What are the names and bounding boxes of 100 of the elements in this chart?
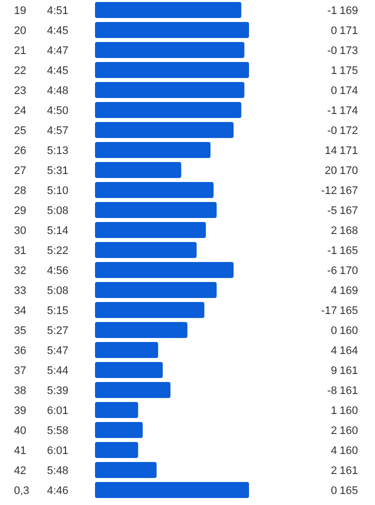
text: -1 bbox=[327, 244, 337, 257]
text: 6:01 bbox=[47, 404, 68, 417]
bar bbox=[95, 362, 163, 378]
bar bbox=[95, 282, 217, 298]
text: 160 bbox=[340, 424, 358, 437]
bar bbox=[95, 22, 249, 38]
text: 4:47 bbox=[47, 44, 68, 57]
y-tick-label: 31 bbox=[14, 244, 26, 257]
y-tick-label: 26 bbox=[14, 144, 26, 157]
text: 168 bbox=[340, 224, 358, 237]
text: 170 bbox=[340, 264, 358, 277]
text: 171 bbox=[340, 144, 358, 157]
text: 5:48 bbox=[47, 464, 68, 477]
y-tick-label: 20 bbox=[14, 24, 26, 37]
y-tick-label: 39 bbox=[14, 404, 26, 417]
y-tick-label: 41 bbox=[14, 444, 26, 457]
text: 2 bbox=[330, 424, 337, 437]
text: 5:13 bbox=[47, 144, 68, 157]
text: 4:57 bbox=[47, 124, 68, 137]
text: 167 bbox=[340, 204, 358, 217]
text: 5:47 bbox=[47, 344, 68, 357]
text: 5:08 bbox=[47, 284, 68, 297]
text: 173 bbox=[340, 44, 358, 57]
text: 2 bbox=[330, 464, 337, 477]
y-tick-label: 37 bbox=[14, 364, 26, 377]
y-tick-label: 34 bbox=[14, 304, 26, 317]
text: -0 bbox=[327, 124, 337, 137]
y-tick-label: 42 bbox=[14, 464, 26, 477]
text: 14 bbox=[324, 144, 337, 157]
y-tick-label: 35 bbox=[14, 324, 26, 337]
text: 6:01 bbox=[47, 444, 68, 457]
bar bbox=[95, 462, 157, 478]
text: 5:08 bbox=[47, 204, 68, 217]
text: 160 bbox=[340, 324, 358, 337]
text: 174 bbox=[340, 104, 358, 117]
text: 5:31 bbox=[47, 164, 68, 177]
text: 4:45 bbox=[47, 24, 68, 37]
text: 4 bbox=[330, 284, 337, 297]
text: -5 bbox=[327, 204, 337, 217]
y-tick-label: 32 bbox=[14, 264, 26, 277]
text: -1 bbox=[327, 104, 337, 117]
y-tick-label: 0,3 bbox=[14, 484, 30, 497]
bar bbox=[95, 102, 242, 118]
text: 0 bbox=[330, 24, 337, 37]
bar bbox=[95, 42, 244, 58]
text: 5:10 bbox=[47, 184, 68, 197]
text: 161 bbox=[340, 384, 358, 397]
text: -6 bbox=[327, 264, 337, 277]
text: -1 bbox=[327, 4, 337, 17]
text: 169 bbox=[340, 284, 358, 297]
text: 5:44 bbox=[47, 364, 68, 377]
text: 2 bbox=[330, 224, 337, 237]
text: 161 bbox=[340, 464, 358, 477]
text: 167 bbox=[340, 184, 358, 197]
text: 5:22 bbox=[47, 244, 68, 257]
y-tick-label: 30 bbox=[14, 224, 26, 237]
y-tick-label: 28 bbox=[14, 184, 26, 197]
text: 174 bbox=[340, 84, 358, 97]
y-tick-label: 21 bbox=[14, 44, 26, 57]
y-tick-label: 36 bbox=[14, 344, 26, 357]
y-tick-label: 40 bbox=[14, 424, 26, 437]
text: 164 bbox=[340, 344, 358, 357]
y-tick-label: 22 bbox=[14, 64, 26, 77]
bar bbox=[95, 222, 206, 238]
text: 160 bbox=[340, 444, 358, 457]
text: 165 bbox=[340, 244, 358, 257]
bar bbox=[95, 242, 197, 258]
text: 169 bbox=[340, 4, 358, 17]
text: 4:45 bbox=[47, 64, 68, 77]
text: 5:58 bbox=[47, 424, 68, 437]
text: 20 bbox=[324, 164, 337, 177]
bar bbox=[95, 122, 234, 138]
bar bbox=[95, 82, 244, 98]
text: 160 bbox=[340, 404, 358, 417]
text: -17 bbox=[321, 304, 337, 317]
text: 171 bbox=[340, 24, 358, 37]
y-tick-label: 23 bbox=[14, 84, 26, 97]
bar bbox=[95, 322, 188, 338]
text: -12 bbox=[321, 184, 337, 197]
text: 172 bbox=[340, 124, 358, 137]
text: 4:56 bbox=[47, 264, 68, 277]
text: 0 bbox=[330, 84, 337, 97]
y-tick-label: 29 bbox=[14, 204, 26, 217]
text: 5:15 bbox=[47, 304, 68, 317]
bar bbox=[95, 62, 249, 78]
text: 4 bbox=[330, 344, 337, 357]
bar bbox=[95, 382, 170, 398]
text: 4:48 bbox=[47, 84, 68, 97]
text: 9 bbox=[330, 364, 337, 377]
text: 175 bbox=[340, 64, 358, 77]
text: 4:51 bbox=[47, 4, 68, 17]
y-tick-label: 38 bbox=[14, 384, 26, 397]
text: 161 bbox=[340, 364, 358, 377]
text: -8 bbox=[327, 384, 337, 397]
text: 4:50 bbox=[47, 104, 68, 117]
text: 165 bbox=[340, 484, 358, 497]
text: 165 bbox=[340, 304, 358, 317]
y-tick-label: 33 bbox=[14, 284, 26, 297]
text: 1 bbox=[330, 404, 337, 417]
text: 0 bbox=[330, 324, 337, 337]
